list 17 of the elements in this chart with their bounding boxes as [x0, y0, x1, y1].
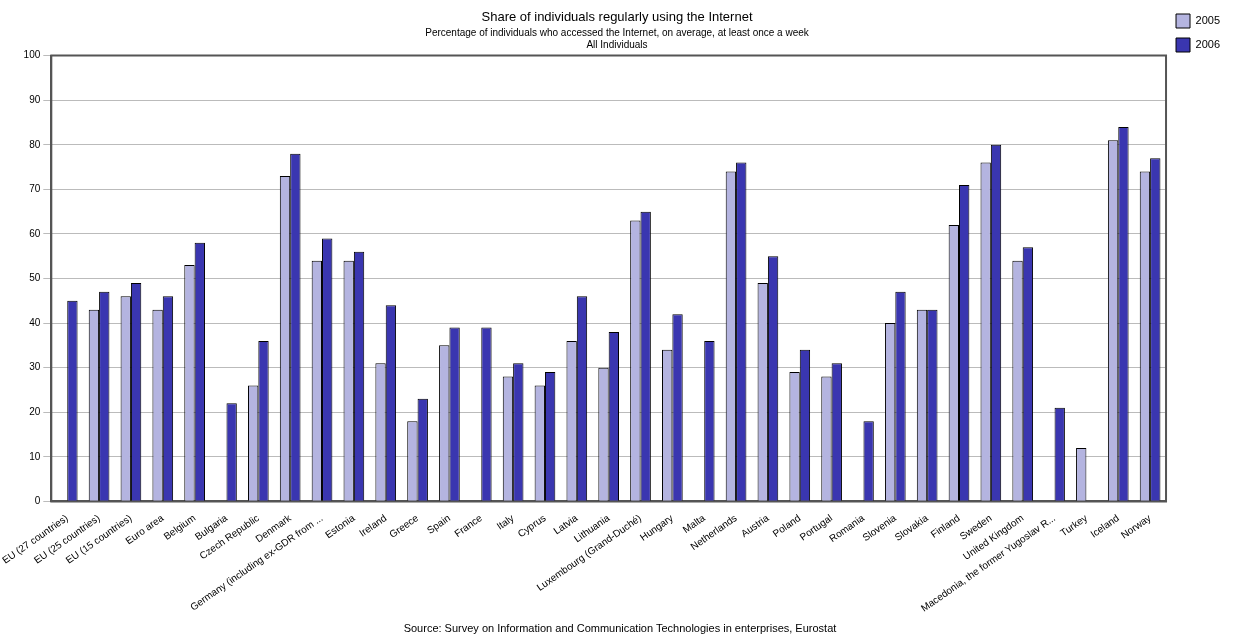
y-tick-label: 20: [29, 405, 41, 417]
source-note: Source: Survey on Information and Communication Technologies in enterprises, Eurostat: [402, 622, 838, 634]
y-tick-label: 90: [29, 93, 41, 105]
y-tick-label: 50: [29, 272, 41, 284]
legend-label: 2005: [1195, 14, 1221, 27]
y-tick-label: 60: [29, 227, 41, 239]
x-tick-label: Italy: [494, 512, 516, 532]
y-tick-label: 70: [29, 183, 41, 195]
legend-label: 2006: [1195, 38, 1221, 51]
y-tick-label: 80: [29, 138, 41, 150]
y-tick-label: 100: [23, 49, 41, 61]
y-tick-label: 10: [29, 450, 41, 462]
chart-subtitle: Percentage of individuals who accessed the Internet, on average, at least once a week All Individuals: [425, 27, 810, 51]
y-tick-label: 40: [29, 316, 41, 328]
chart-title: Share of individuals regularly using the Internet: [481, 9, 753, 25]
y-tick-label: 0: [34, 495, 41, 507]
y-tick-label: 30: [29, 361, 41, 373]
